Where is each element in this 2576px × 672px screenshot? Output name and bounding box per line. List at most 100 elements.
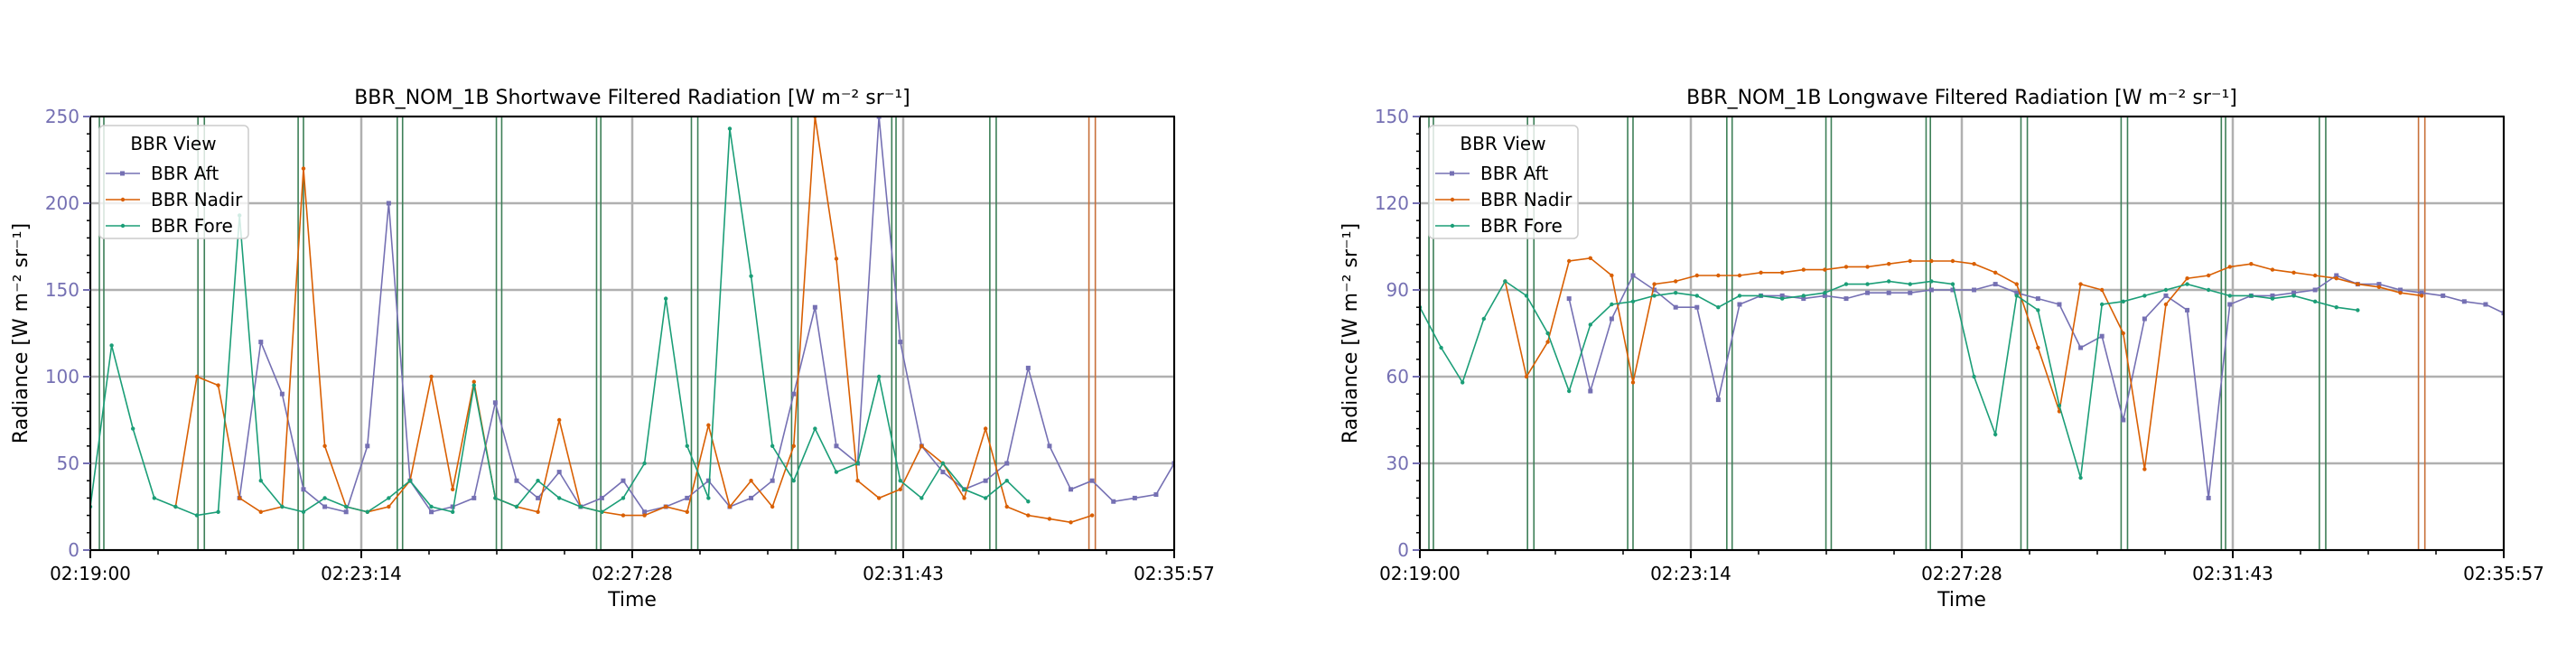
data-point-bbr-fore [919,496,924,500]
data-point-bbr-fore [109,343,114,348]
legend: BBR View BBR Aft BBR Nadir BBR Fore [98,125,249,239]
series-bbr-fore [90,126,1031,518]
data-point-bbr-nadir [2291,270,2296,275]
data-point-bbr-aft [2461,299,2467,304]
data-point-bbr-fore [2356,308,2360,313]
data-point-bbr-nadir [1801,267,1806,272]
data-point-bbr-nadir [791,443,796,448]
legend-marker-circle [120,197,126,202]
data-point-bbr-nadir [1566,258,1572,264]
data-point-bbr-aft [1652,287,1657,293]
data-point-bbr-aft [2270,293,2275,298]
data-point-bbr-nadir [706,423,711,427]
data-point-bbr-fore [471,383,476,387]
data-point-bbr-nadir [1972,262,1976,266]
data-point-bbr-fore [280,504,285,509]
data-point-bbr-nadir [1843,265,1849,269]
series-bbr-aft [237,117,1174,515]
data-point-bbr-aft [1843,296,1849,302]
data-point-bbr-aft [2312,287,2318,293]
data-point-bbr-aft [471,495,477,500]
data-point-bbr-fore [1481,316,1486,322]
data-point-bbr-nadir [1694,273,1699,278]
data-point-bbr-nadir [1993,270,1998,275]
data-point-bbr-nadir [2014,282,2019,286]
data-point-bbr-nadir [2334,276,2338,281]
data-point-bbr-nadir [322,443,327,448]
data-point-bbr-aft [1886,290,1891,295]
data-point-bbr-fore [1673,291,1678,295]
data-point-bbr-fore [1865,282,1870,286]
chart-title: BBR_NOM_1B Longwave Filtered Radiation [… [1686,87,2237,109]
data-point-bbr-nadir [770,504,775,509]
series-bbr-fore [1420,279,2360,481]
data-point-bbr-aft [621,478,626,483]
x-tick-label: 02:35:57 [1134,563,1215,584]
legend-entry: BBR Aft [1480,163,1548,184]
data-point-bbr-nadir [1779,270,1785,275]
data-point-bbr-fore [876,374,882,379]
data-point-bbr-aft [1089,478,1095,483]
data-point-bbr-nadir [2270,267,2275,272]
legend-entry: BBR Nadir [1480,189,1573,210]
data-point-bbr-nadir [919,443,924,448]
data-point-bbr-aft [386,201,391,206]
data-point-bbr-fore [663,296,668,301]
x-tick-label: 02:19:00 [1379,563,1461,584]
data-point-bbr-aft [642,509,648,515]
data-point-bbr-nadir [1823,267,1827,272]
data-point-bbr-fore [2099,302,2105,307]
data-point-bbr-fore [173,504,178,509]
data-point-bbr-fore [407,479,413,483]
data-point-bbr-nadir [1673,279,1678,284]
data-point-bbr-nadir [2398,291,2403,295]
data-point-bbr-aft [492,400,498,406]
data-point-bbr-aft [2142,316,2147,322]
data-point-bbr-fore [1524,294,1529,298]
data-point-bbr-fore [983,496,988,500]
data-point-bbr-fore [365,509,369,514]
data-point-bbr-nadir [301,166,306,171]
data-point-bbr-aft [2185,307,2190,313]
data-point-bbr-nadir [1865,265,1870,269]
data-point-bbr-nadir [1004,504,1009,509]
data-point-bbr-aft [2206,495,2211,500]
data-point-bbr-aft [1865,290,1871,295]
data-point-bbr-nadir [898,487,902,491]
data-point-bbr-fore [727,126,733,131]
x-tick-label: 02:19:00 [50,563,131,584]
y-tick-label: 250 [45,106,79,127]
data-point-bbr-nadir [1545,340,1550,344]
data-point-bbr-fore [1566,388,1572,394]
data-point-bbr-nadir [2249,262,2254,266]
data-point-bbr-fore [600,509,604,514]
legend-marker-circle [120,223,126,229]
data-point-bbr-fore [2249,294,2254,298]
data-point-bbr-aft [2483,302,2488,307]
data-point-bbr-aft [1025,365,1031,370]
data-point-bbr-nadir [962,496,966,500]
data-point-bbr-nadir [2419,294,2424,298]
x-axis-label: Time [607,589,657,611]
data-point-bbr-nadir [450,487,455,491]
data-point-bbr-fore [1737,294,1742,298]
series-bbr-nadir [173,117,1095,525]
data-point-bbr-nadir [1089,513,1095,518]
legend: BBR View BBR Aft BBR Nadir BBR Fore [1428,125,1579,239]
data-point-bbr-fore [1843,282,1849,286]
y-tick-label: 150 [45,279,79,301]
data-point-bbr-aft [1069,487,1074,492]
data-point-bbr-fore [1716,305,1721,310]
data-point-bbr-nadir [1929,258,1934,264]
data-point-bbr-aft [1004,461,1010,466]
data-point-bbr-fore [813,426,817,431]
data-point-bbr-fore [1026,499,1031,504]
data-point-bbr-nadir [663,504,668,509]
data-point-bbr-aft [2376,282,2382,287]
data-point-bbr-nadir [621,513,626,518]
data-point-bbr-fore [2334,305,2338,310]
data-point-bbr-fore [1652,294,1657,298]
data-point-bbr-aft [343,509,349,515]
data-point-bbr-aft [791,391,797,397]
